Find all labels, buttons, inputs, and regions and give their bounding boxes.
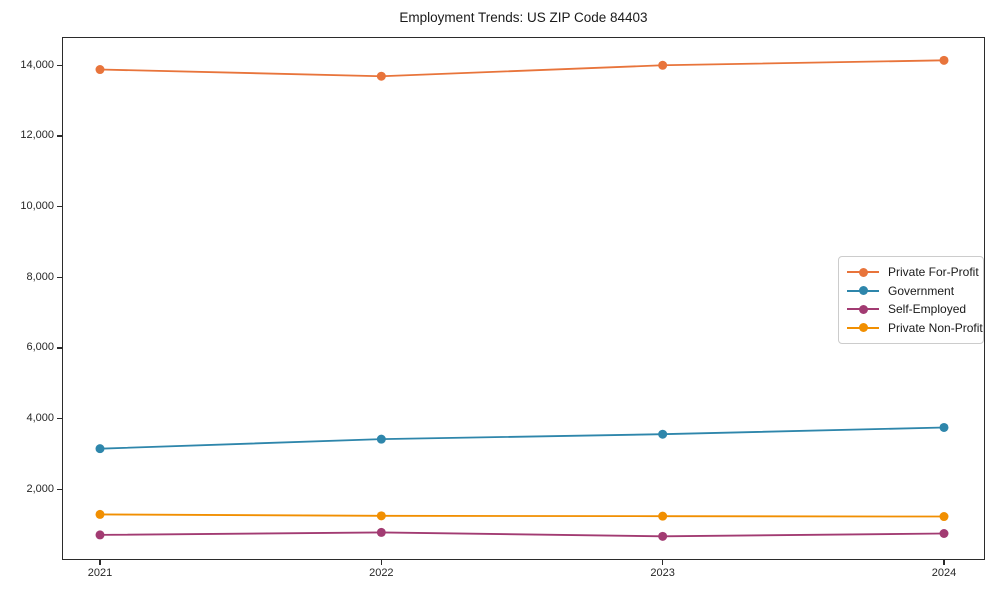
legend-item-government: Government <box>847 282 975 301</box>
data-point-government-2023 <box>658 429 668 439</box>
y-axis-tick-label: 2,000 <box>26 482 54 495</box>
y-axis-tick-mark <box>57 488 62 490</box>
series-line-private-for-profit <box>99 59 945 78</box>
legend-label: Private Non-Profit <box>888 320 983 335</box>
x-axis-tick-mark <box>380 560 382 565</box>
data-point-self-employed-2024 <box>939 528 949 538</box>
y-axis-tick-mark <box>57 135 62 137</box>
data-point-private-for-profit-2021 <box>95 65 105 75</box>
legend-label: Self-Employed <box>888 302 967 317</box>
legend-label: Government <box>888 283 955 298</box>
legend-swatch-icon <box>847 304 879 315</box>
series-line-private-non-profit <box>99 513 944 518</box>
data-point-private-non-profit-2021 <box>95 509 105 519</box>
data-point-self-employed-2022 <box>376 527 386 537</box>
y-axis-tick-mark <box>57 347 62 349</box>
data-point-government-2021 <box>95 444 105 454</box>
data-point-private-for-profit-2022 <box>376 71 386 81</box>
x-axis-tick-label: 2021 <box>87 567 113 579</box>
data-point-private-for-profit-2024 <box>939 55 949 65</box>
legend: Private For-Profit Government Self-Employe… <box>838 256 984 344</box>
data-point-private-non-profit-2023 <box>658 511 668 521</box>
y-axis-tick-mark <box>57 64 62 66</box>
data-point-government-2024 <box>939 422 949 432</box>
data-point-private-for-profit-2023 <box>658 60 668 70</box>
y-axis-tick-label: 14,000 <box>20 58 54 71</box>
legend-swatch-icon <box>847 285 879 296</box>
y-axis-tick-label: 8,000 <box>26 270 54 283</box>
y-axis-tick-mark <box>57 418 62 420</box>
legend-swatch-icon <box>847 267 879 278</box>
y-axis-tick-label: 6,000 <box>26 341 54 354</box>
y-axis-tick-label: 10,000 <box>20 200 54 213</box>
data-point-self-employed-2023 <box>658 531 668 541</box>
series-line-self-employed <box>99 531 944 538</box>
data-point-self-employed-2021 <box>95 530 105 540</box>
data-point-private-non-profit-2022 <box>376 511 386 521</box>
y-axis-tick-label: 12,000 <box>20 129 54 142</box>
data-point-government-2022 <box>376 434 386 444</box>
chart-title: Employment Trends: US ZIP Code 84403 <box>399 10 648 25</box>
y-axis-tick-mark <box>57 276 62 278</box>
x-axis-tick-label: 2022 <box>369 567 394 579</box>
x-axis-tick-label: 2023 <box>650 567 675 579</box>
legend-item-private-for-profit: Private For-Profit <box>847 263 979 282</box>
legend-label: Private For-Profit <box>888 265 979 280</box>
legend-item-self-employed: Self-Employed <box>847 300 975 319</box>
x-axis-tick-mark <box>99 560 101 565</box>
y-axis-tick-label: 4,000 <box>26 412 54 425</box>
x-axis-tick-mark <box>662 560 664 565</box>
plot-area <box>62 37 985 560</box>
x-axis-tick-label: 2024 <box>931 567 957 579</box>
x-axis-tick-mark <box>943 560 945 565</box>
y-axis-tick-mark <box>57 206 62 208</box>
legend-swatch-icon <box>847 322 879 333</box>
legend-item-private-non-profit: Private Non-Profit <box>847 319 983 338</box>
data-point-private-non-profit-2024 <box>939 512 949 522</box>
series-line-government <box>99 426 945 450</box>
